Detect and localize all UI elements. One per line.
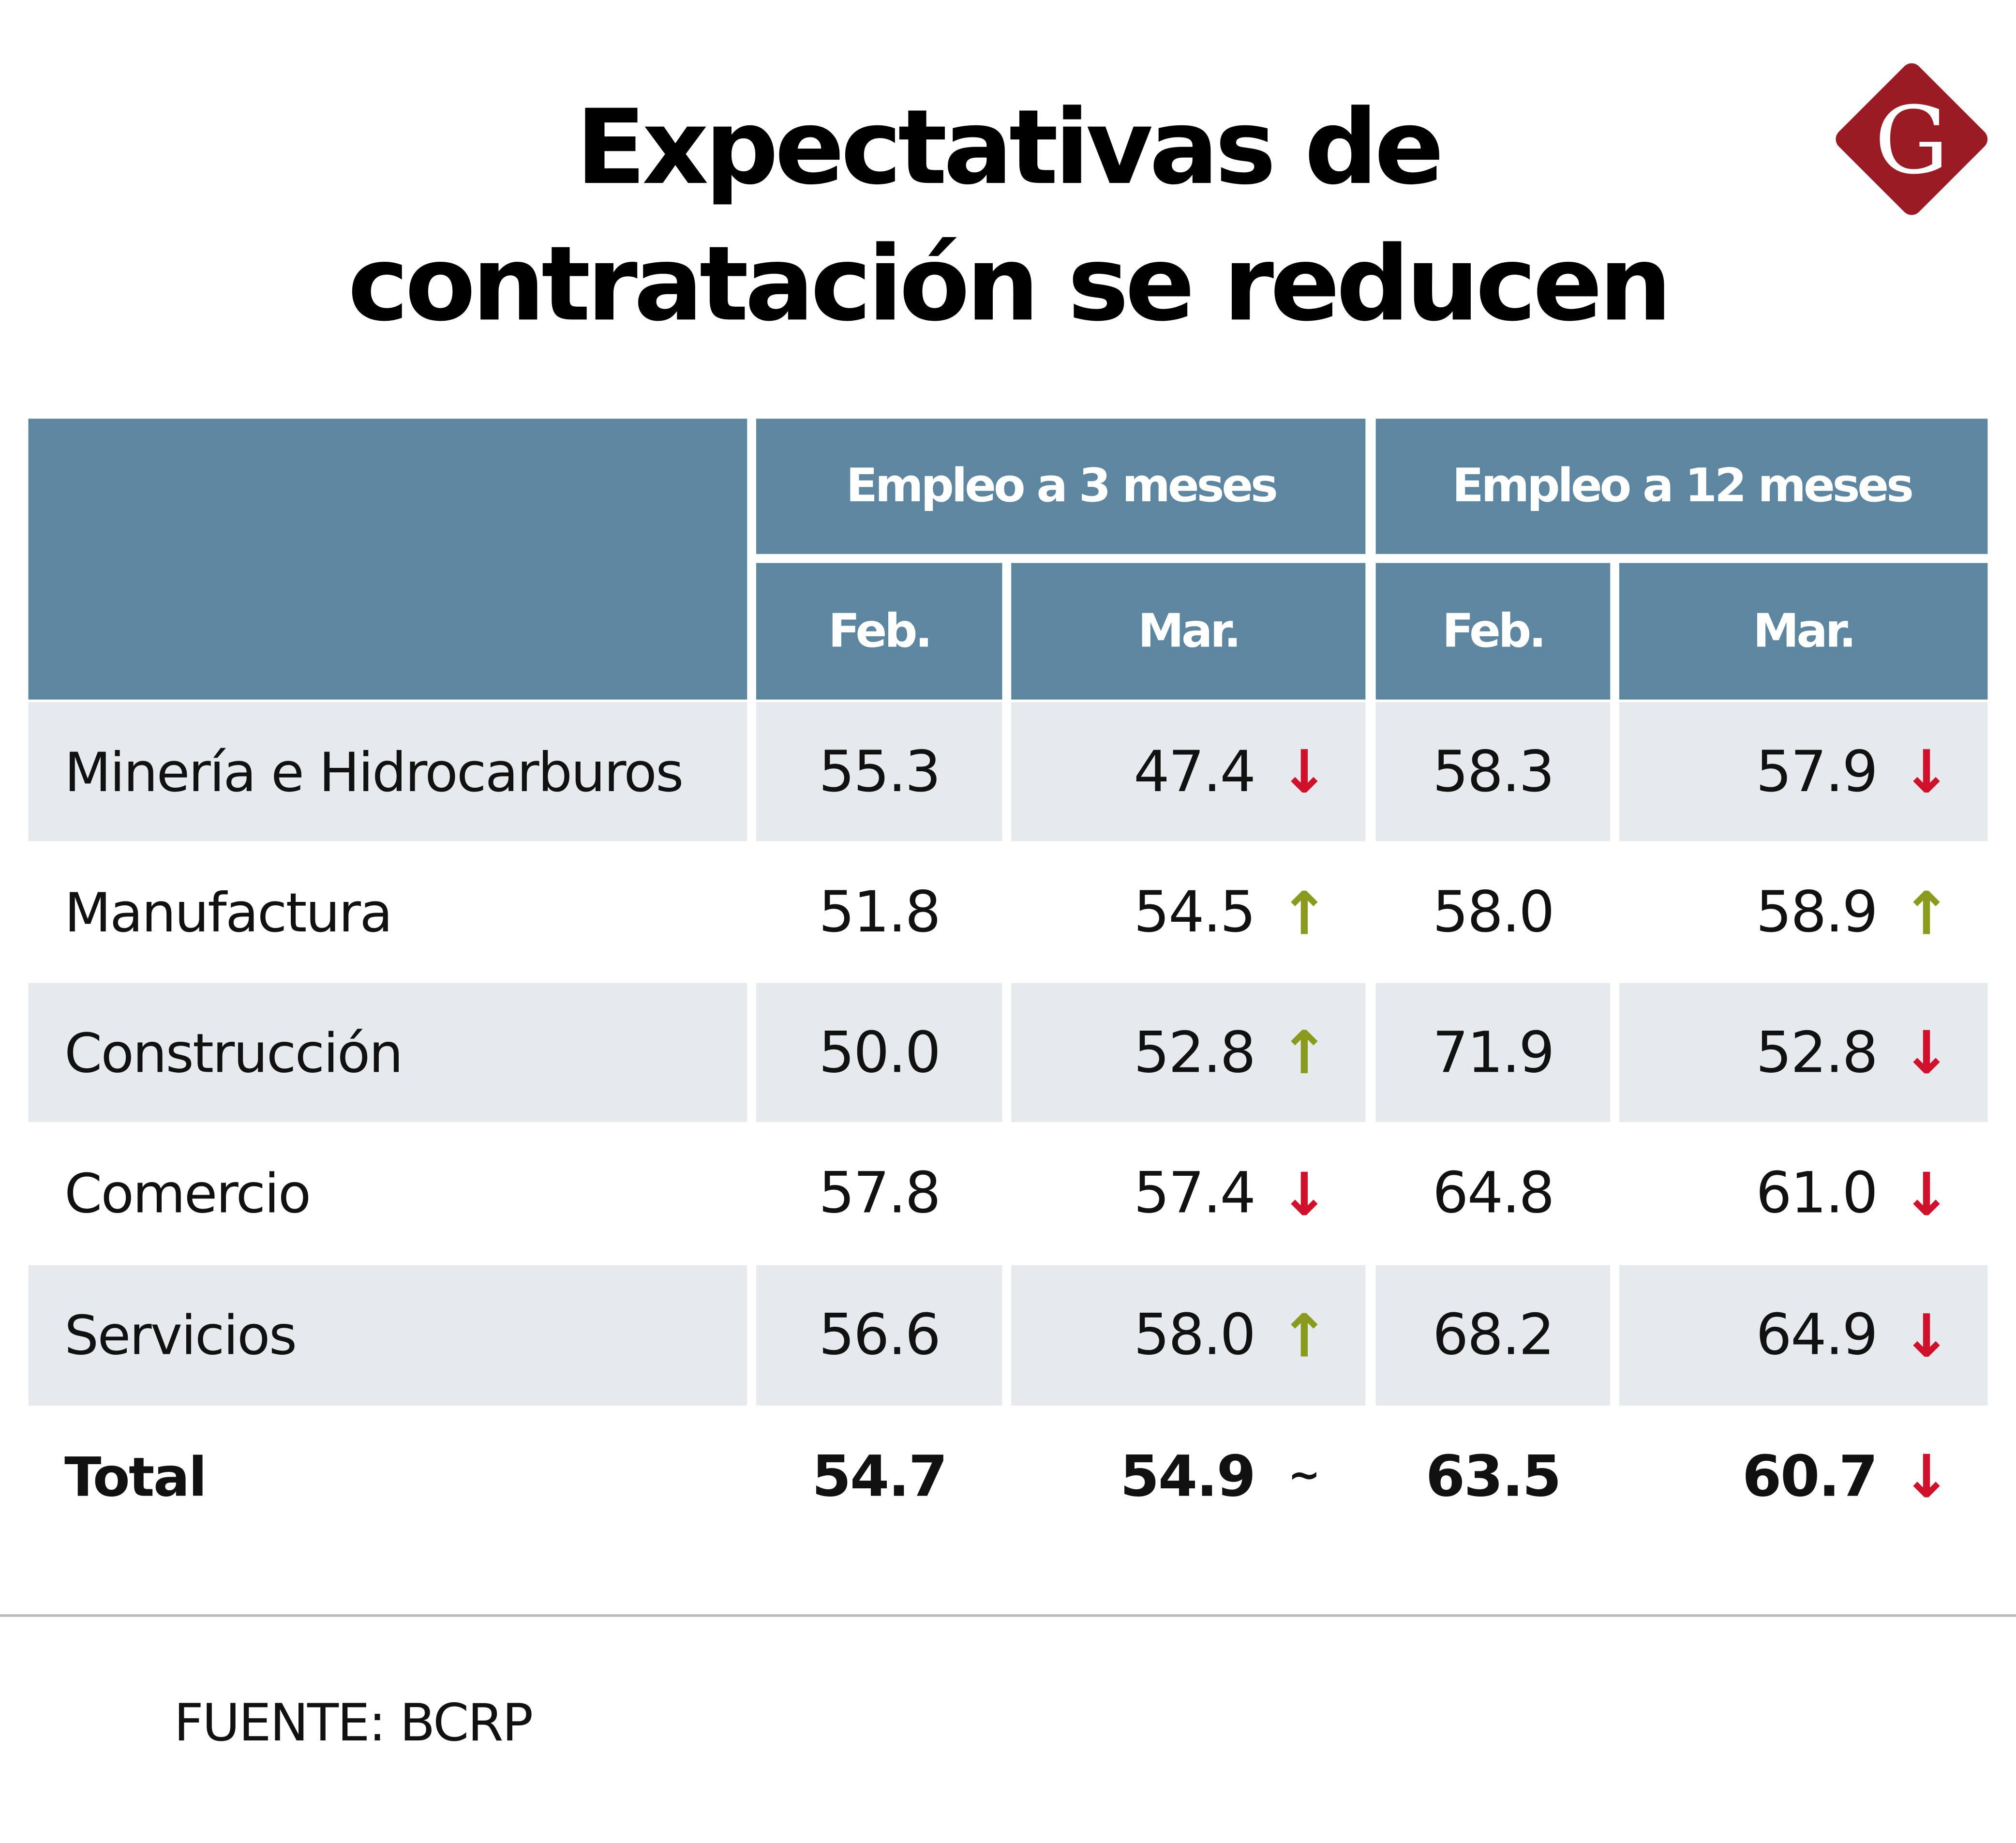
value-cell: 58.0 (1376, 844, 1611, 982)
value-cell-text: 52.8 (1134, 1019, 1256, 1086)
month-header-text: Feb. (1442, 605, 1547, 658)
month-header: Feb. (1375, 563, 1611, 700)
value-cell-text: 58.9 (1756, 880, 1878, 946)
row-label: Servicios (28, 1265, 747, 1406)
value-cell: 60.7 ↓ (1619, 1407, 1988, 1546)
value-cell: 56.6 (756, 1265, 1002, 1406)
month-header: Mar. (1619, 563, 1988, 700)
value-cell: 54.9 ~ (1011, 1407, 1365, 1546)
arrow-down-icon: ↓ (1901, 1441, 1952, 1512)
value-cell-text: 56.6 (819, 1302, 941, 1368)
row-label-text: Minería e Hidrocarburos (64, 740, 684, 804)
value-cell: 57.8 (756, 1124, 1002, 1262)
value-cell-text: 57.4 (1134, 1161, 1256, 1227)
value-cell-text: 57.9 (1756, 739, 1878, 805)
value-cell-text: 60.7 (1742, 1443, 1878, 1510)
row-label-text: Manufactura (64, 881, 393, 944)
value-cell: 47.4 ↓ (1011, 702, 1366, 841)
value-cell: 63.5 (1376, 1407, 1611, 1546)
source-note: FUENTE: BCRP (174, 1694, 533, 1753)
group-header-text: Empleo a 3 meses (846, 460, 1278, 513)
value-cell: 71.9 (1375, 983, 1611, 1123)
arrow-up-icon: ↑ (1279, 1300, 1329, 1370)
value-cell: 58.9 ↑ (1619, 844, 1988, 982)
row-label-text: Servicios (64, 1304, 297, 1367)
value-cell: 58.3 (1375, 702, 1611, 841)
value-cell: 50.0 (756, 983, 1002, 1123)
month-header: Mar. (1011, 563, 1366, 700)
value-cell-text: 68.2 (1432, 1302, 1555, 1368)
value-cell: 68.2 (1375, 1265, 1611, 1406)
group-header-text: Empleo a 12 meses (1452, 460, 1914, 513)
value-cell-text: 58.0 (1134, 1302, 1256, 1368)
arrow-up-icon: ↑ (1279, 878, 1329, 948)
value-cell-text: 54.7 (812, 1443, 948, 1510)
value-cell-text: 64.9 (1756, 1302, 1878, 1368)
divider (0, 1614, 2016, 1617)
value-cell-text: 58.0 (1432, 880, 1555, 946)
value-cell-text: 54.5 (1134, 880, 1256, 946)
month-header: Feb. (756, 563, 1002, 700)
value-cell: 52.8 ↑ (1011, 983, 1366, 1123)
value-cell: 52.8 ↓ (1619, 983, 1988, 1123)
value-cell: 55.3 (756, 702, 1002, 841)
month-header-text: Feb. (828, 605, 933, 658)
value-cell: 61.0 ↓ (1619, 1124, 1988, 1262)
tilde-icon: ~ (1288, 1453, 1320, 1498)
row-label-text: Comercio (64, 1162, 311, 1226)
arrow-down-icon: ↓ (1901, 1018, 1952, 1088)
arrow-up-icon: ↑ (1901, 878, 1952, 948)
value-cell-text: 51.8 (819, 880, 941, 946)
value-cell: 57.9 ↓ (1619, 702, 1988, 841)
value-cell-text: 50.0 (819, 1019, 941, 1086)
month-header-text: Mar. (1137, 605, 1241, 658)
value-cell: 64.9 ↓ (1619, 1265, 1988, 1406)
row-label: Total (29, 1407, 747, 1546)
value-cell: 54.5 ↑ (1011, 844, 1365, 982)
value-cell-text: 54.9 (1120, 1443, 1256, 1510)
arrow-down-icon: ↓ (1901, 1159, 1952, 1229)
row-label: Construcción (28, 983, 747, 1123)
value-cell-text: 63.5 (1425, 1443, 1562, 1510)
value-cell-text: 57.8 (819, 1161, 941, 1227)
value-cell-text: 52.8 (1756, 1019, 1878, 1086)
value-cell-text: 47.4 (1134, 739, 1256, 805)
row-label: Comercio (29, 1124, 747, 1262)
group-header: Empleo a 3 meses (756, 419, 1366, 554)
row-label: Manufactura (29, 844, 747, 982)
value-cell-text: 58.3 (1432, 739, 1555, 805)
value-cell-text: 64.8 (1432, 1161, 1555, 1227)
value-cell: 54.7 (756, 1407, 1002, 1546)
value-cell-text: 61.0 (1756, 1161, 1878, 1227)
header-corner (28, 419, 747, 700)
month-header-text: Mar. (1753, 605, 1856, 658)
arrow-down-icon: ↓ (1279, 737, 1329, 807)
row-label-text: Construcción (64, 1021, 403, 1084)
value-cell: 51.8 (756, 844, 1002, 982)
value-cell-text: 55.3 (819, 739, 941, 805)
arrow-up-icon: ↑ (1279, 1018, 1329, 1088)
arrow-down-icon: ↓ (1279, 1159, 1329, 1229)
logo-letter: G (1874, 86, 1949, 195)
row-label-text: Total (64, 1445, 207, 1508)
group-header: Empleo a 12 meses (1375, 419, 1988, 554)
value-cell: 64.8 (1376, 1124, 1611, 1262)
arrow-down-icon: ↓ (1901, 1300, 1952, 1370)
value-cell: 58.0 ↑ (1011, 1265, 1366, 1406)
arrow-down-icon: ↓ (1901, 737, 1952, 807)
value-cell: 57.4 ↓ (1011, 1124, 1365, 1262)
row-label: Minería e Hidrocarburos (28, 702, 747, 841)
page-title: Expectativas de contratación se reducen (347, 88, 1673, 344)
value-cell-text: 71.9 (1432, 1019, 1555, 1086)
